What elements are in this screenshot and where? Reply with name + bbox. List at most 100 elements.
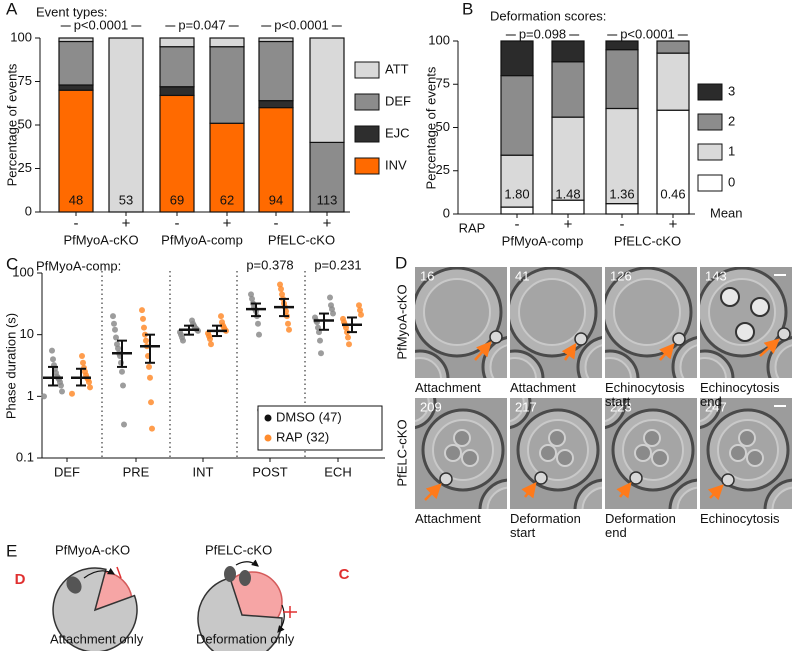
vesicle <box>643 429 661 447</box>
data-point <box>69 390 75 397</box>
legend-swatch <box>354 61 380 79</box>
cell-inner <box>613 278 681 346</box>
group-label: PfELC-cKO <box>268 232 335 247</box>
diagram-title: PfELC-cKO <box>205 542 272 557</box>
y-axis-label: Phase duration (s) <box>3 313 18 419</box>
bar-segment <box>209 122 245 213</box>
legend-label: EJC <box>385 125 410 140</box>
frame-time: 217 <box>515 399 537 414</box>
count-label: 53 <box>119 192 133 207</box>
crenation <box>720 287 740 307</box>
parasite <box>489 330 503 344</box>
vesicle <box>746 449 764 467</box>
count-label: 48 <box>69 192 83 207</box>
data-point <box>277 281 283 288</box>
cell-inner <box>518 278 586 346</box>
mean-label: 1.80 <box>504 186 529 201</box>
panel-letter: E <box>6 541 17 560</box>
cell-inner <box>771 486 792 509</box>
x-tick-label: + <box>669 216 678 233</box>
legend-label: INV <box>385 157 407 172</box>
y-tick-label: 10 <box>20 326 34 341</box>
parasite <box>777 327 791 341</box>
cell-inner <box>700 398 715 423</box>
chart-title: Deformation scores: <box>490 8 606 23</box>
x-tick-label: INT <box>193 464 214 479</box>
cell-inner <box>622 419 684 481</box>
data-point <box>328 302 334 309</box>
x-tick-label: POST <box>252 464 287 479</box>
x-tick-label: - <box>274 215 279 232</box>
data-point <box>318 350 324 357</box>
frame-caption: Echinocytosis end <box>700 380 780 409</box>
x-tick-label: PRE <box>123 464 150 479</box>
data-point <box>248 291 254 298</box>
legend-swatch <box>354 125 380 143</box>
cell-inner <box>510 398 525 423</box>
p-value: p=0.378 <box>246 257 293 272</box>
legend-label: 2 <box>728 113 735 128</box>
frame-time: 247 <box>705 399 727 414</box>
y-tick-label: 0.1 <box>16 449 34 464</box>
bar-segment <box>58 37 94 43</box>
bar-segment <box>309 37 345 144</box>
bar-segment <box>159 46 195 88</box>
x-tick-label: + <box>323 215 332 232</box>
arrow <box>707 484 724 501</box>
cell-inner <box>700 357 727 378</box>
data-point <box>139 307 145 314</box>
data-point <box>279 291 285 298</box>
cell-inner <box>423 278 491 346</box>
frame-time: 41 <box>515 268 529 283</box>
parasite <box>534 471 548 485</box>
data-point <box>110 313 116 320</box>
bar-segment <box>500 74 534 156</box>
micrograph <box>415 267 507 378</box>
x-tick-label: + <box>223 215 232 232</box>
p-value: p=0.047 <box>178 17 225 32</box>
bar-segment <box>656 52 690 111</box>
cell-inner <box>415 398 430 423</box>
data-point <box>113 334 119 341</box>
x-tick-label: - <box>620 216 625 233</box>
bar-segment <box>58 89 94 213</box>
panel-letter: A <box>6 0 18 18</box>
cell-inner <box>605 398 620 423</box>
vesicle <box>729 444 747 462</box>
parasite <box>629 471 643 485</box>
frame-time: 16 <box>420 268 434 283</box>
bar-segment <box>551 199 585 215</box>
frame-time: 223 <box>610 399 632 414</box>
p-value: p<0.0001 <box>620 26 675 41</box>
diagram-title: PfMyoA-cKO <box>55 542 130 557</box>
diagram-caption: Attachment only <box>50 631 144 646</box>
p-value: p=0.231 <box>314 257 361 272</box>
data-point <box>111 320 117 327</box>
y-tick-label: 75 <box>18 73 32 88</box>
bar-segment <box>309 141 345 213</box>
y-axis-label: Percentage of events <box>423 66 438 189</box>
vesicle <box>444 444 462 462</box>
legend-swatch <box>697 83 723 101</box>
p-value: p<0.0001 <box>74 17 129 32</box>
cell-inner <box>527 419 589 481</box>
x-tick-label: + <box>122 215 131 232</box>
data-point <box>357 307 363 314</box>
count-label: 113 <box>317 192 338 207</box>
cell-inner <box>584 344 602 378</box>
micrograph <box>605 398 697 509</box>
y-tick-label: 0 <box>443 205 450 220</box>
legend-label: DMSO (47) <box>276 409 342 424</box>
data-point <box>143 337 149 344</box>
diagram-caption: Deformation only <box>196 631 295 646</box>
arrow <box>659 343 675 361</box>
y-tick-label: 100 <box>428 32 450 47</box>
bar-segment <box>605 40 639 51</box>
diagram-e-left <box>52 566 138 651</box>
data-point <box>112 326 118 333</box>
y-tick-label: 50 <box>436 119 450 134</box>
y-tick-label: 1 <box>27 388 34 403</box>
bar-segment <box>258 37 294 43</box>
legend-label: 1 <box>728 143 735 158</box>
data-point <box>278 286 284 293</box>
